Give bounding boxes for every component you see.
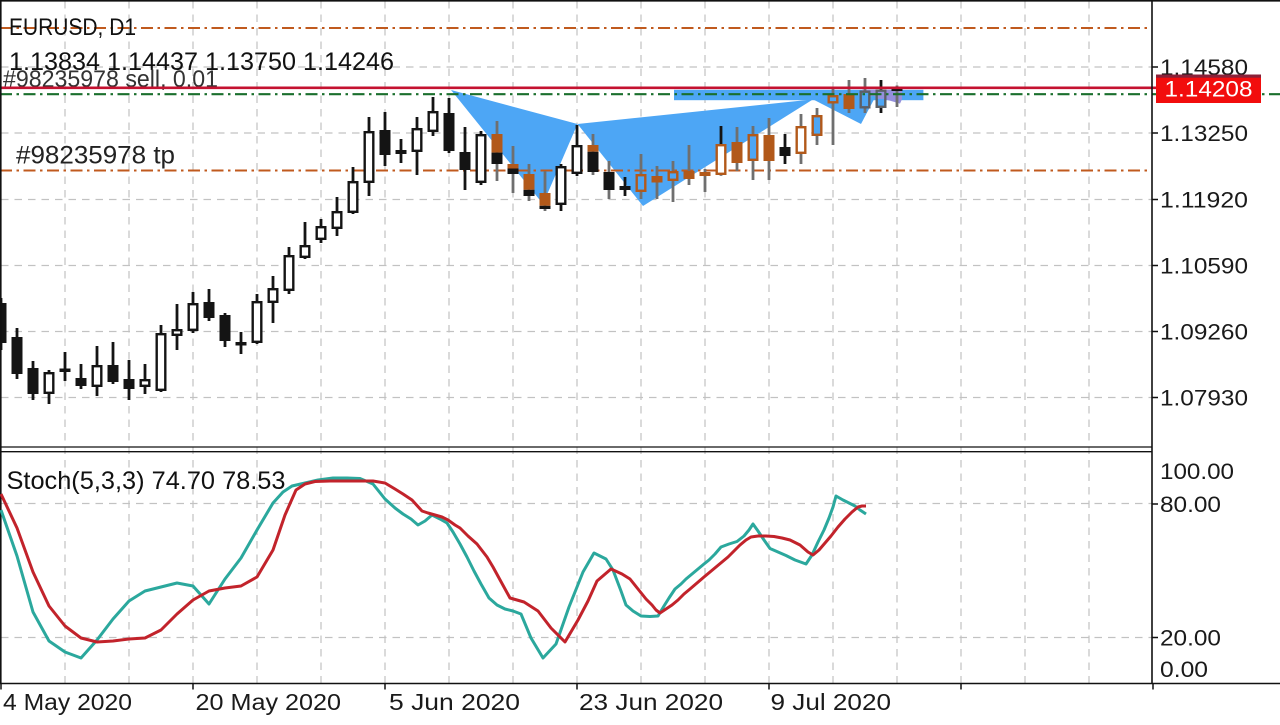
- svg-text:EURUSD, D1: EURUSD, D1: [9, 14, 136, 41]
- svg-text:0.00: 0.00: [1160, 657, 1208, 682]
- svg-text:1.14208: 1.14208: [1165, 77, 1253, 102]
- svg-text:1.13250: 1.13250: [1160, 121, 1248, 146]
- svg-text:1.09260: 1.09260: [1160, 320, 1248, 345]
- svg-text:Stoch(5,3,3) 74.70 78.53: Stoch(5,3,3) 74.70 78.53: [7, 467, 286, 495]
- svg-text:9 Jul 2020: 9 Jul 2020: [771, 689, 892, 715]
- svg-text:4 May 2020: 4 May 2020: [3, 689, 132, 715]
- svg-text:1.13834 1.14437 1.13750 1.1424: 1.13834 1.14437 1.13750 1.14246: [9, 48, 394, 76]
- svg-text:20.00: 20.00: [1160, 626, 1221, 651]
- svg-text:23 Jun 2020: 23 Jun 2020: [579, 689, 723, 715]
- svg-text:#98235978 tp: #98235978 tp: [16, 142, 175, 170]
- svg-text:5 Jun 2020: 5 Jun 2020: [389, 689, 520, 715]
- svg-text:80.00: 80.00: [1160, 492, 1221, 517]
- svg-text:1.11920: 1.11920: [1160, 188, 1248, 213]
- svg-text:1.07930: 1.07930: [1160, 386, 1248, 411]
- svg-text:100.00: 100.00: [1160, 459, 1234, 484]
- svg-text:20 May 2020: 20 May 2020: [196, 689, 342, 715]
- svg-text:1.10590: 1.10590: [1160, 254, 1248, 279]
